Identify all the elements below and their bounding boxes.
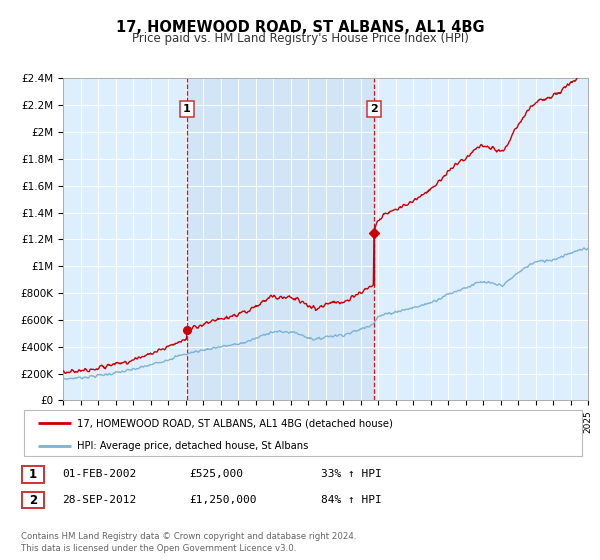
Text: HPI: Average price, detached house, St Albans: HPI: Average price, detached house, St A… (77, 441, 308, 451)
Text: 28-SEP-2012: 28-SEP-2012 (62, 495, 136, 505)
FancyBboxPatch shape (22, 466, 44, 483)
FancyBboxPatch shape (22, 492, 44, 508)
Text: 01-FEB-2002: 01-FEB-2002 (62, 469, 136, 479)
Text: 84% ↑ HPI: 84% ↑ HPI (321, 495, 382, 505)
Text: £1,250,000: £1,250,000 (189, 495, 257, 505)
Text: 1: 1 (29, 468, 37, 481)
Bar (187, 78, 374, 400)
Text: 2: 2 (370, 104, 377, 114)
Text: Contains HM Land Registry data © Crown copyright and database right 2024.
This d: Contains HM Land Registry data © Crown c… (21, 532, 356, 553)
Text: 33% ↑ HPI: 33% ↑ HPI (321, 469, 382, 479)
Text: Price paid vs. HM Land Registry's House Price Index (HPI): Price paid vs. HM Land Registry's House … (131, 32, 469, 45)
Text: 1: 1 (183, 104, 191, 114)
Text: 2: 2 (29, 493, 37, 507)
Text: 17, HOMEWOOD ROAD, ST ALBANS, AL1 4BG (detached house): 17, HOMEWOOD ROAD, ST ALBANS, AL1 4BG (d… (77, 418, 393, 428)
Text: £525,000: £525,000 (189, 469, 243, 479)
Text: 17, HOMEWOOD ROAD, ST ALBANS, AL1 4BG: 17, HOMEWOOD ROAD, ST ALBANS, AL1 4BG (116, 20, 484, 35)
